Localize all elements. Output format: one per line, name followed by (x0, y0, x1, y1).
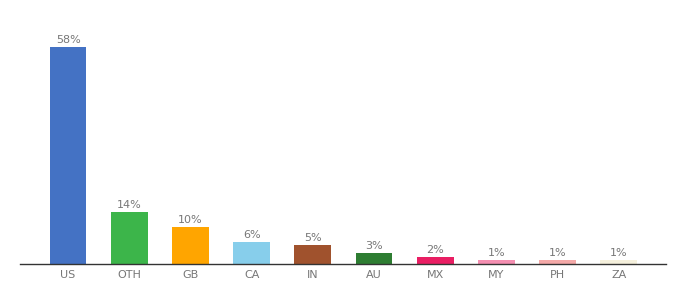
Text: 6%: 6% (243, 230, 260, 240)
Bar (539, 260, 576, 264)
Text: 1%: 1% (488, 248, 505, 258)
Bar (50, 47, 86, 264)
Bar (111, 212, 148, 264)
Bar (356, 253, 392, 264)
Bar (600, 260, 637, 264)
Text: 10%: 10% (178, 215, 203, 225)
Text: 14%: 14% (117, 200, 141, 210)
Text: 2%: 2% (426, 245, 444, 255)
Text: 58%: 58% (56, 35, 80, 45)
Bar (478, 260, 515, 264)
Bar (172, 226, 209, 264)
Bar (417, 256, 454, 264)
Bar (294, 245, 331, 264)
Text: 3%: 3% (365, 241, 383, 251)
Text: 1%: 1% (549, 248, 566, 258)
Text: 1%: 1% (610, 248, 628, 258)
Text: 5%: 5% (304, 233, 322, 243)
Bar (233, 242, 270, 264)
